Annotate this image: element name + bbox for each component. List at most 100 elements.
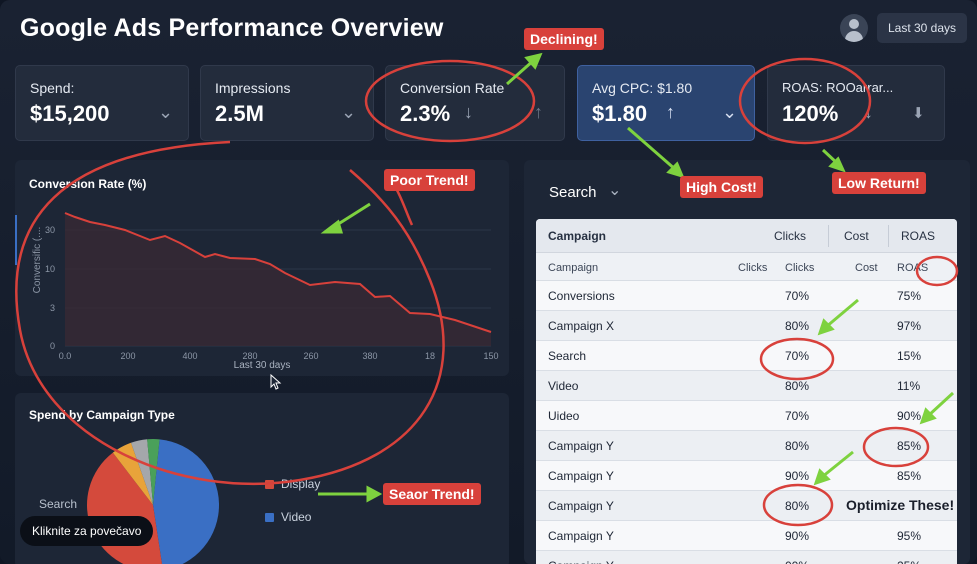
table-subheader: Campaign Clicks Clicks Cost ROAS	[536, 253, 957, 281]
cell-campaign: Conversions	[548, 289, 615, 303]
chevron-down-icon[interactable]: ⌄	[608, 182, 622, 199]
page-title: Google Ads Performance Overview	[20, 14, 444, 42]
cell-clicks: 70%	[785, 289, 810, 303]
spend-chart-title: Spend by Campaign Type	[29, 408, 175, 422]
kpi-card-spend[interactable]: Spend: $15,200 ⌄	[15, 65, 189, 141]
chevron-down-icon[interactable]: ⌄	[158, 102, 174, 122]
header-campaign[interactable]: Campaign	[548, 229, 607, 243]
cell-roas: 97%	[897, 319, 922, 333]
header-divider	[888, 225, 889, 247]
kpi-card-roas[interactable]: ROAS: ROOarrar... 120% ↓ ⬇	[767, 65, 945, 141]
cell-roas: 90%	[897, 409, 922, 423]
mouse-cursor-icon	[270, 374, 282, 390]
table-row[interactable]: Campaign X 80% 97%	[536, 311, 957, 341]
chart-x-tick-label: 200	[120, 351, 135, 361]
table-header: Campaign Clicks Cost ROAS	[536, 219, 957, 253]
kpi-value: $15,200	[30, 101, 110, 126]
chart-x-tick-label: 260	[303, 351, 318, 361]
cell-clicks: 80%	[785, 379, 810, 393]
zoom-tooltip[interactable]: Kliknite za povečavo	[20, 516, 154, 546]
kpi-card-avg-cpc[interactable]: Avg CPC: $1.80 $1.80 ↑ ⌄	[577, 65, 755, 141]
subheader-cost: Cost	[855, 262, 878, 274]
annotation-poor-trend: Poor Trend!	[384, 169, 475, 191]
annotation-low-return: Low Return!	[832, 172, 926, 194]
table-row[interactable]: Campaign Y 90% 85%	[536, 461, 957, 491]
cell-campaign: Uideo	[548, 409, 580, 423]
header-cost[interactable]: Cost	[844, 229, 869, 243]
chart-x-tick-label: 18	[425, 351, 435, 361]
header-roas[interactable]: ROAS	[901, 229, 936, 243]
pie-slice[interactable]	[153, 439, 219, 564]
arrow-up-icon: ↑	[534, 102, 543, 122]
legend-swatch-display	[265, 480, 274, 489]
table-row[interactable]: Campaign Y 90% 95%	[536, 521, 957, 551]
avatar[interactable]	[840, 14, 868, 42]
cell-campaign: Video	[548, 379, 579, 393]
table-row[interactable]: Video 80% 11%	[536, 371, 957, 401]
chart-y-tick-label: 30	[45, 225, 55, 235]
chart-area	[65, 213, 491, 346]
chart-y-axis-label: Conversific (....	[32, 227, 43, 294]
chart-y-tick-label: 3	[50, 303, 55, 313]
chevron-down-icon[interactable]: ⌄	[722, 102, 738, 122]
header-clicks[interactable]: Clicks	[774, 229, 806, 243]
kpi-value: 2.3%	[400, 101, 451, 126]
subheader-roas: ROAS	[897, 262, 929, 274]
table-row[interactable]: Uideo 70% 90%	[536, 401, 957, 431]
cell-campaign: Campaign Y	[548, 529, 614, 543]
cell-campaign: Campaign Y	[548, 499, 614, 513]
cell-clicks: 70%	[785, 349, 810, 363]
table-row[interactable]: Search 70% 15%	[536, 341, 957, 371]
cell-campaign: Campaign Y	[548, 439, 614, 453]
cell-roas: 11%	[897, 379, 921, 393]
kpi-label: Spend:	[30, 80, 75, 96]
cell-clicks: 90%	[785, 469, 810, 483]
kpi-card-impressions[interactable]: Impressions 2.5M ⌄	[200, 65, 374, 141]
cell-clicks: 80%	[785, 499, 810, 513]
annotation-optimize: Optimize These!	[846, 497, 955, 513]
chart-x-axis-label: Last 30 days	[234, 360, 291, 371]
cell-roas: 75%	[897, 289, 922, 303]
cell-roas: 15%	[897, 349, 922, 363]
annotation-declining: Declining!	[524, 28, 604, 50]
chevron-down-icon[interactable]: ⌄	[341, 102, 357, 122]
subheader-clicks: Clicks	[785, 262, 815, 274]
chart-y-tick-label: 10	[45, 264, 55, 274]
chart-x-tick-label: 150	[483, 351, 498, 361]
chart-x-tick-label: 380	[362, 351, 377, 361]
spend-chart-side-label: Search	[39, 497, 78, 511]
cell-roas: 85%	[897, 469, 922, 483]
annotation-high-cost: High Cost!	[680, 176, 763, 198]
chart-y-tick-label: 0	[50, 341, 55, 351]
cell-roas: 85%	[897, 439, 922, 453]
arrow-down-icon: ↓	[464, 102, 473, 122]
kpi-card-conversion-rate[interactable]: Conversion Rate 2.3% ↓ ↑	[385, 65, 565, 141]
table-row[interactable]: Campaign Y 80% 85%	[536, 431, 957, 461]
table-row[interactable]: Campaign Y 80%	[536, 491, 957, 521]
kpi-label: ROAS: ROOarrar...	[782, 80, 894, 95]
chart-y-ticks: 0 3 10 30	[45, 225, 55, 351]
table-row[interactable]: Camnaign Y 00% 25%	[536, 551, 957, 564]
campaign-filter-dropdown[interactable]: Search	[549, 184, 597, 201]
cell-roas: 95%	[897, 529, 922, 543]
avatar-body-icon	[845, 31, 863, 42]
legend-label-video: Video	[281, 510, 312, 524]
cell-clicks: 80%	[785, 319, 810, 333]
cell-campaign: Camnaign Y	[548, 559, 614, 564]
cell-clicks: 80%	[785, 439, 810, 453]
chart-x-tick-label: 0.0	[59, 351, 72, 361]
kpi-value: $1.80	[592, 101, 648, 126]
kpi-label: Avg CPC: $1.80	[592, 80, 693, 96]
header-divider	[828, 225, 829, 247]
kpi-label: Impressions	[215, 80, 291, 96]
header: Google Ads Performance Overview Last 30 …	[0, 0, 977, 56]
cell-campaign: Campaign X	[548, 319, 615, 333]
kpi-value: 2.5M	[215, 101, 264, 126]
legend-swatch-video	[265, 513, 274, 522]
chart-scroll-indicator	[15, 215, 17, 265]
table-row[interactable]: Conversions 70% 75%	[536, 281, 957, 311]
annotation-seaor-trend: Seaor Trend!	[383, 483, 481, 505]
arrow-down-icon: ↓	[864, 102, 873, 122]
download-icon[interactable]: ⬇	[912, 105, 925, 122]
date-range-button[interactable]: Last 30 days	[877, 13, 967, 43]
